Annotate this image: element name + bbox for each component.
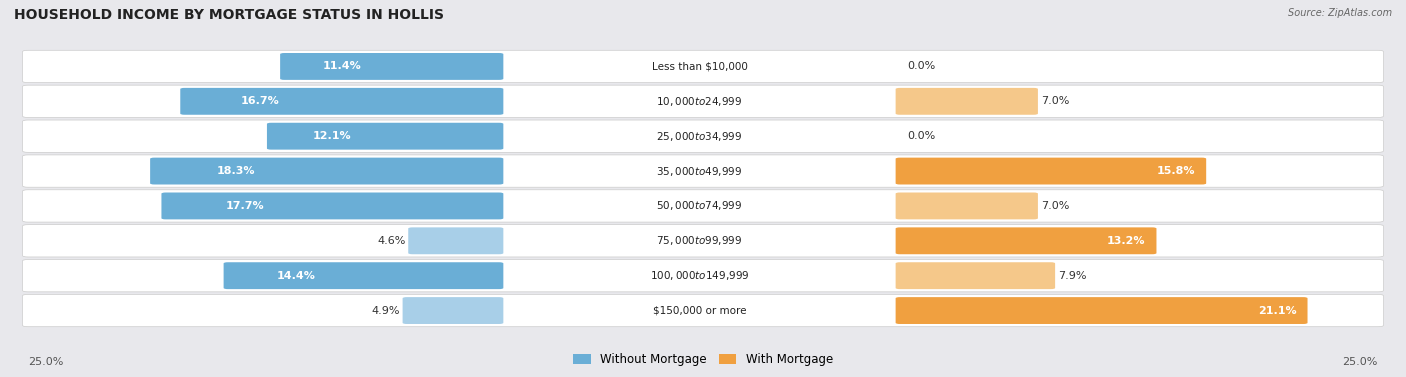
FancyBboxPatch shape [402, 297, 503, 324]
Text: $100,000 to $149,999: $100,000 to $149,999 [650, 269, 749, 282]
Text: 25.0%: 25.0% [1343, 357, 1378, 367]
Text: 7.9%: 7.9% [1057, 271, 1087, 281]
FancyBboxPatch shape [162, 193, 503, 219]
FancyBboxPatch shape [22, 294, 1384, 327]
Text: 18.3%: 18.3% [217, 166, 254, 176]
Text: 21.1%: 21.1% [1257, 305, 1296, 316]
FancyBboxPatch shape [896, 227, 1157, 254]
Text: HOUSEHOLD INCOME BY MORTGAGE STATUS IN HOLLIS: HOUSEHOLD INCOME BY MORTGAGE STATUS IN H… [14, 8, 444, 21]
Text: $25,000 to $34,999: $25,000 to $34,999 [657, 130, 742, 143]
FancyBboxPatch shape [896, 297, 1308, 324]
FancyBboxPatch shape [896, 193, 1038, 219]
Text: 7.0%: 7.0% [1040, 201, 1069, 211]
FancyBboxPatch shape [896, 262, 1054, 289]
FancyBboxPatch shape [267, 123, 503, 150]
Text: $75,000 to $99,999: $75,000 to $99,999 [657, 234, 742, 247]
FancyBboxPatch shape [22, 85, 1384, 118]
FancyBboxPatch shape [22, 120, 1384, 152]
FancyBboxPatch shape [224, 262, 503, 289]
Text: 0.0%: 0.0% [907, 131, 935, 141]
Text: 13.2%: 13.2% [1107, 236, 1146, 246]
FancyBboxPatch shape [22, 259, 1384, 292]
Legend: Without Mortgage, With Mortgage: Without Mortgage, With Mortgage [568, 349, 838, 371]
Text: 25.0%: 25.0% [28, 357, 63, 367]
FancyBboxPatch shape [22, 50, 1384, 83]
Text: 4.9%: 4.9% [371, 305, 399, 316]
FancyBboxPatch shape [896, 158, 1206, 184]
Text: 17.7%: 17.7% [226, 201, 264, 211]
Text: Source: ZipAtlas.com: Source: ZipAtlas.com [1288, 8, 1392, 18]
FancyBboxPatch shape [22, 225, 1384, 257]
Text: 11.4%: 11.4% [323, 61, 361, 72]
Text: $50,000 to $74,999: $50,000 to $74,999 [657, 199, 742, 212]
Text: 16.7%: 16.7% [242, 96, 280, 106]
FancyBboxPatch shape [180, 88, 503, 115]
Text: 0.0%: 0.0% [907, 61, 935, 72]
FancyBboxPatch shape [896, 88, 1038, 115]
Text: $35,000 to $49,999: $35,000 to $49,999 [657, 165, 742, 178]
Text: $150,000 or more: $150,000 or more [652, 305, 747, 316]
Text: 4.6%: 4.6% [377, 236, 405, 246]
FancyBboxPatch shape [408, 227, 503, 254]
Text: 15.8%: 15.8% [1156, 166, 1195, 176]
Text: 14.4%: 14.4% [277, 271, 315, 281]
FancyBboxPatch shape [22, 155, 1384, 187]
Text: Less than $10,000: Less than $10,000 [651, 61, 748, 72]
FancyBboxPatch shape [22, 190, 1384, 222]
FancyBboxPatch shape [280, 53, 503, 80]
FancyBboxPatch shape [150, 158, 503, 184]
Text: 12.1%: 12.1% [312, 131, 352, 141]
Text: 7.0%: 7.0% [1040, 96, 1069, 106]
Text: $10,000 to $24,999: $10,000 to $24,999 [657, 95, 742, 108]
